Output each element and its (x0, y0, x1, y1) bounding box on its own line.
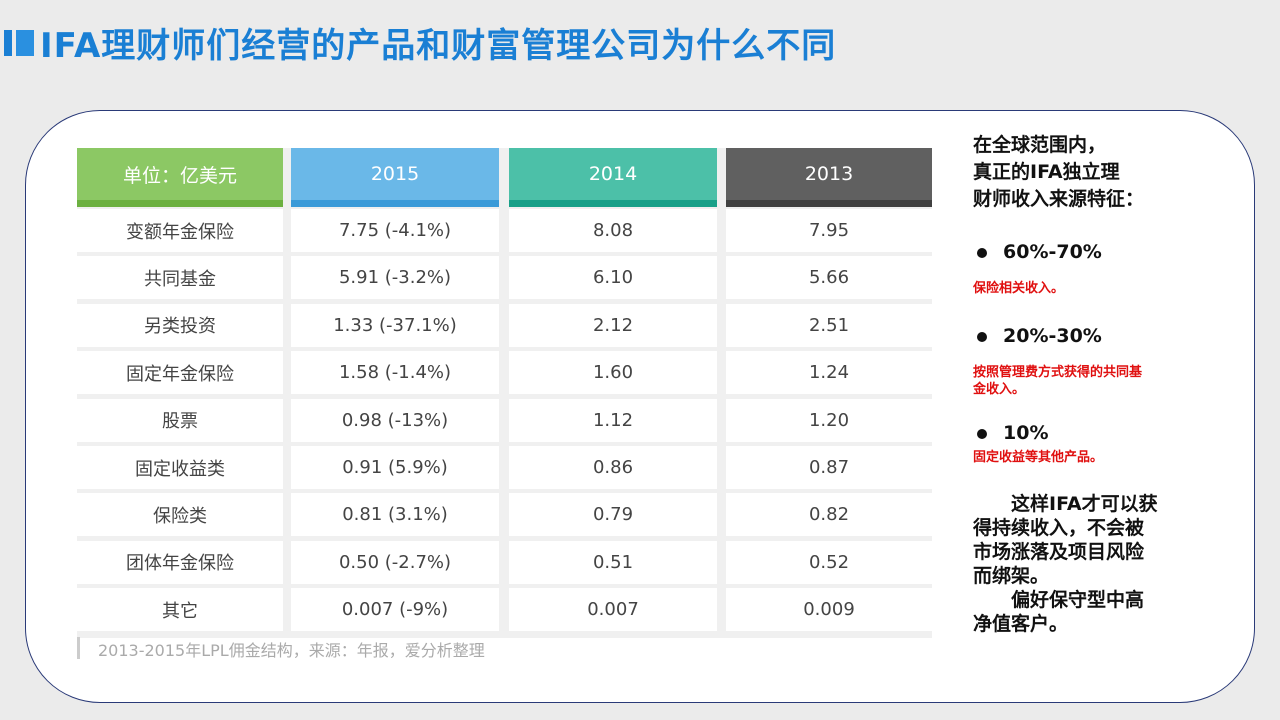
table-cell: 固定年金保险 (77, 351, 283, 395)
header-cell: 2013 (726, 148, 932, 207)
bullet (977, 428, 987, 439)
header-cell: 2015 (291, 148, 499, 207)
table-cell: 1.24 (726, 351, 932, 395)
desc-line: 金收入。 (973, 382, 1026, 397)
intro-line: 真正的IFA独立理 (973, 161, 1120, 183)
point: 20%-30% (973, 323, 1253, 350)
marker (16, 30, 34, 56)
table-cell: 8.08 (509, 209, 717, 252)
table-cell: 1.20 (726, 398, 932, 442)
table-cell: 2.12 (509, 303, 717, 347)
intro-line: 财师收入来源特征： (973, 188, 1145, 210)
table-cell: 0.86 (509, 446, 717, 489)
conclusion-line: 市场涨落及项目风险 (973, 541, 1145, 563)
conclusion-line: 偏好保守型中高 (1011, 589, 1145, 611)
table-cell: 6.10 (509, 256, 717, 300)
intro-line: 在全球范围内， (973, 134, 1107, 156)
table-cell: 7.75 (-4.1%) (291, 209, 499, 252)
table: 单位：亿美元 2015 2014 2013 变额年金保险 7.75 (-4.1%) 8.08… (77, 148, 932, 638)
point-pct: 10% (1003, 422, 1049, 444)
point: 60%-70% (973, 239, 1253, 266)
table-cell: 其它 (77, 588, 283, 632)
bullet (977, 331, 987, 342)
conclusion-line: 得持续收入，不会被 (973, 517, 1145, 539)
table-cell: 1.33 (-37.1%) (291, 303, 499, 347)
point: 10% (973, 420, 1253, 447)
point-desc: 固定收益等其他产品。 (973, 449, 1253, 466)
table-cell: 0.98 (-13%) (291, 398, 499, 442)
title: IFA理财师们经营的产品和财富管理公司为什么不同 (40, 26, 837, 66)
table-cell: 0.50 (-2.7%) (291, 540, 499, 584)
marker (4, 30, 12, 56)
table-cell: 0.52 (726, 540, 932, 584)
table-cell: 1.58 (-1.4%) (291, 351, 499, 395)
table-cell: 0.51 (509, 540, 717, 584)
table-cell: 5.66 (726, 256, 932, 300)
desc-line: 保险相关收入。 (973, 281, 1065, 296)
desc-line: 按照管理费方式获得的共同基 (973, 365, 1143, 380)
conclusion-line: 这样IFA才可以获 (1011, 493, 1158, 515)
table-cell: 变额年金保险 (77, 209, 283, 252)
table-cell: 2.51 (726, 303, 932, 347)
point-pct: 20%-30% (1003, 325, 1102, 347)
table-cell: 另类投资 (77, 303, 283, 347)
table-cell: 团体年金保险 (77, 540, 283, 584)
table-cell: 0.79 (509, 493, 717, 537)
table-cell: 保险类 (77, 493, 283, 537)
conclusion: 这样IFA才可以获 得持续收入，不会被 市场涨落及项目风险 而绑架。 偏好保守型中高 净值… (973, 492, 1253, 636)
point-desc: 按照管理费方式获得的共同基 金收入。 (973, 364, 1253, 398)
header-cell: 单位：亿美元 (77, 148, 283, 207)
table-cell: 1.60 (509, 351, 717, 395)
table-cell: 0.007 (-9%) (291, 588, 499, 632)
desc-line: 固定收益等其他产品。 (973, 450, 1104, 465)
table-cell: 0.81 (3.1%) (291, 493, 499, 537)
table-cell: 0.009 (726, 588, 932, 632)
table-cell: 7.95 (726, 209, 932, 252)
bullet (977, 247, 987, 258)
caption: 2013-2015年LPL佣金结构，来源：年报，爱分析整理 (77, 637, 932, 659)
point-desc: 保险相关收入。 (973, 280, 1253, 297)
table-cell: 0.87 (726, 446, 932, 489)
conclusion-line: 而绑架。 (973, 565, 1050, 587)
conclusion-line: 净值客户。 (973, 613, 1069, 635)
point-pct: 60%-70% (1003, 241, 1102, 263)
sidebar: 在全球范围内， 真正的IFA独立理财师收入来源特征： 60%-70% 保险相关收入。 2… (973, 132, 1253, 636)
table-cell: 固定收益类 (77, 446, 283, 489)
header-cell: 2014 (509, 148, 717, 207)
table-cell: 5.91 (-3.2%) (291, 256, 499, 300)
table-cell: 0.82 (726, 493, 932, 537)
table-cell: 0.91 (5.9%) (291, 446, 499, 489)
table-cell: 共同基金 (77, 256, 283, 300)
table-cell: 0.007 (509, 588, 717, 632)
table-cell: 1.12 (509, 398, 717, 442)
table-cell: 股票 (77, 398, 283, 442)
